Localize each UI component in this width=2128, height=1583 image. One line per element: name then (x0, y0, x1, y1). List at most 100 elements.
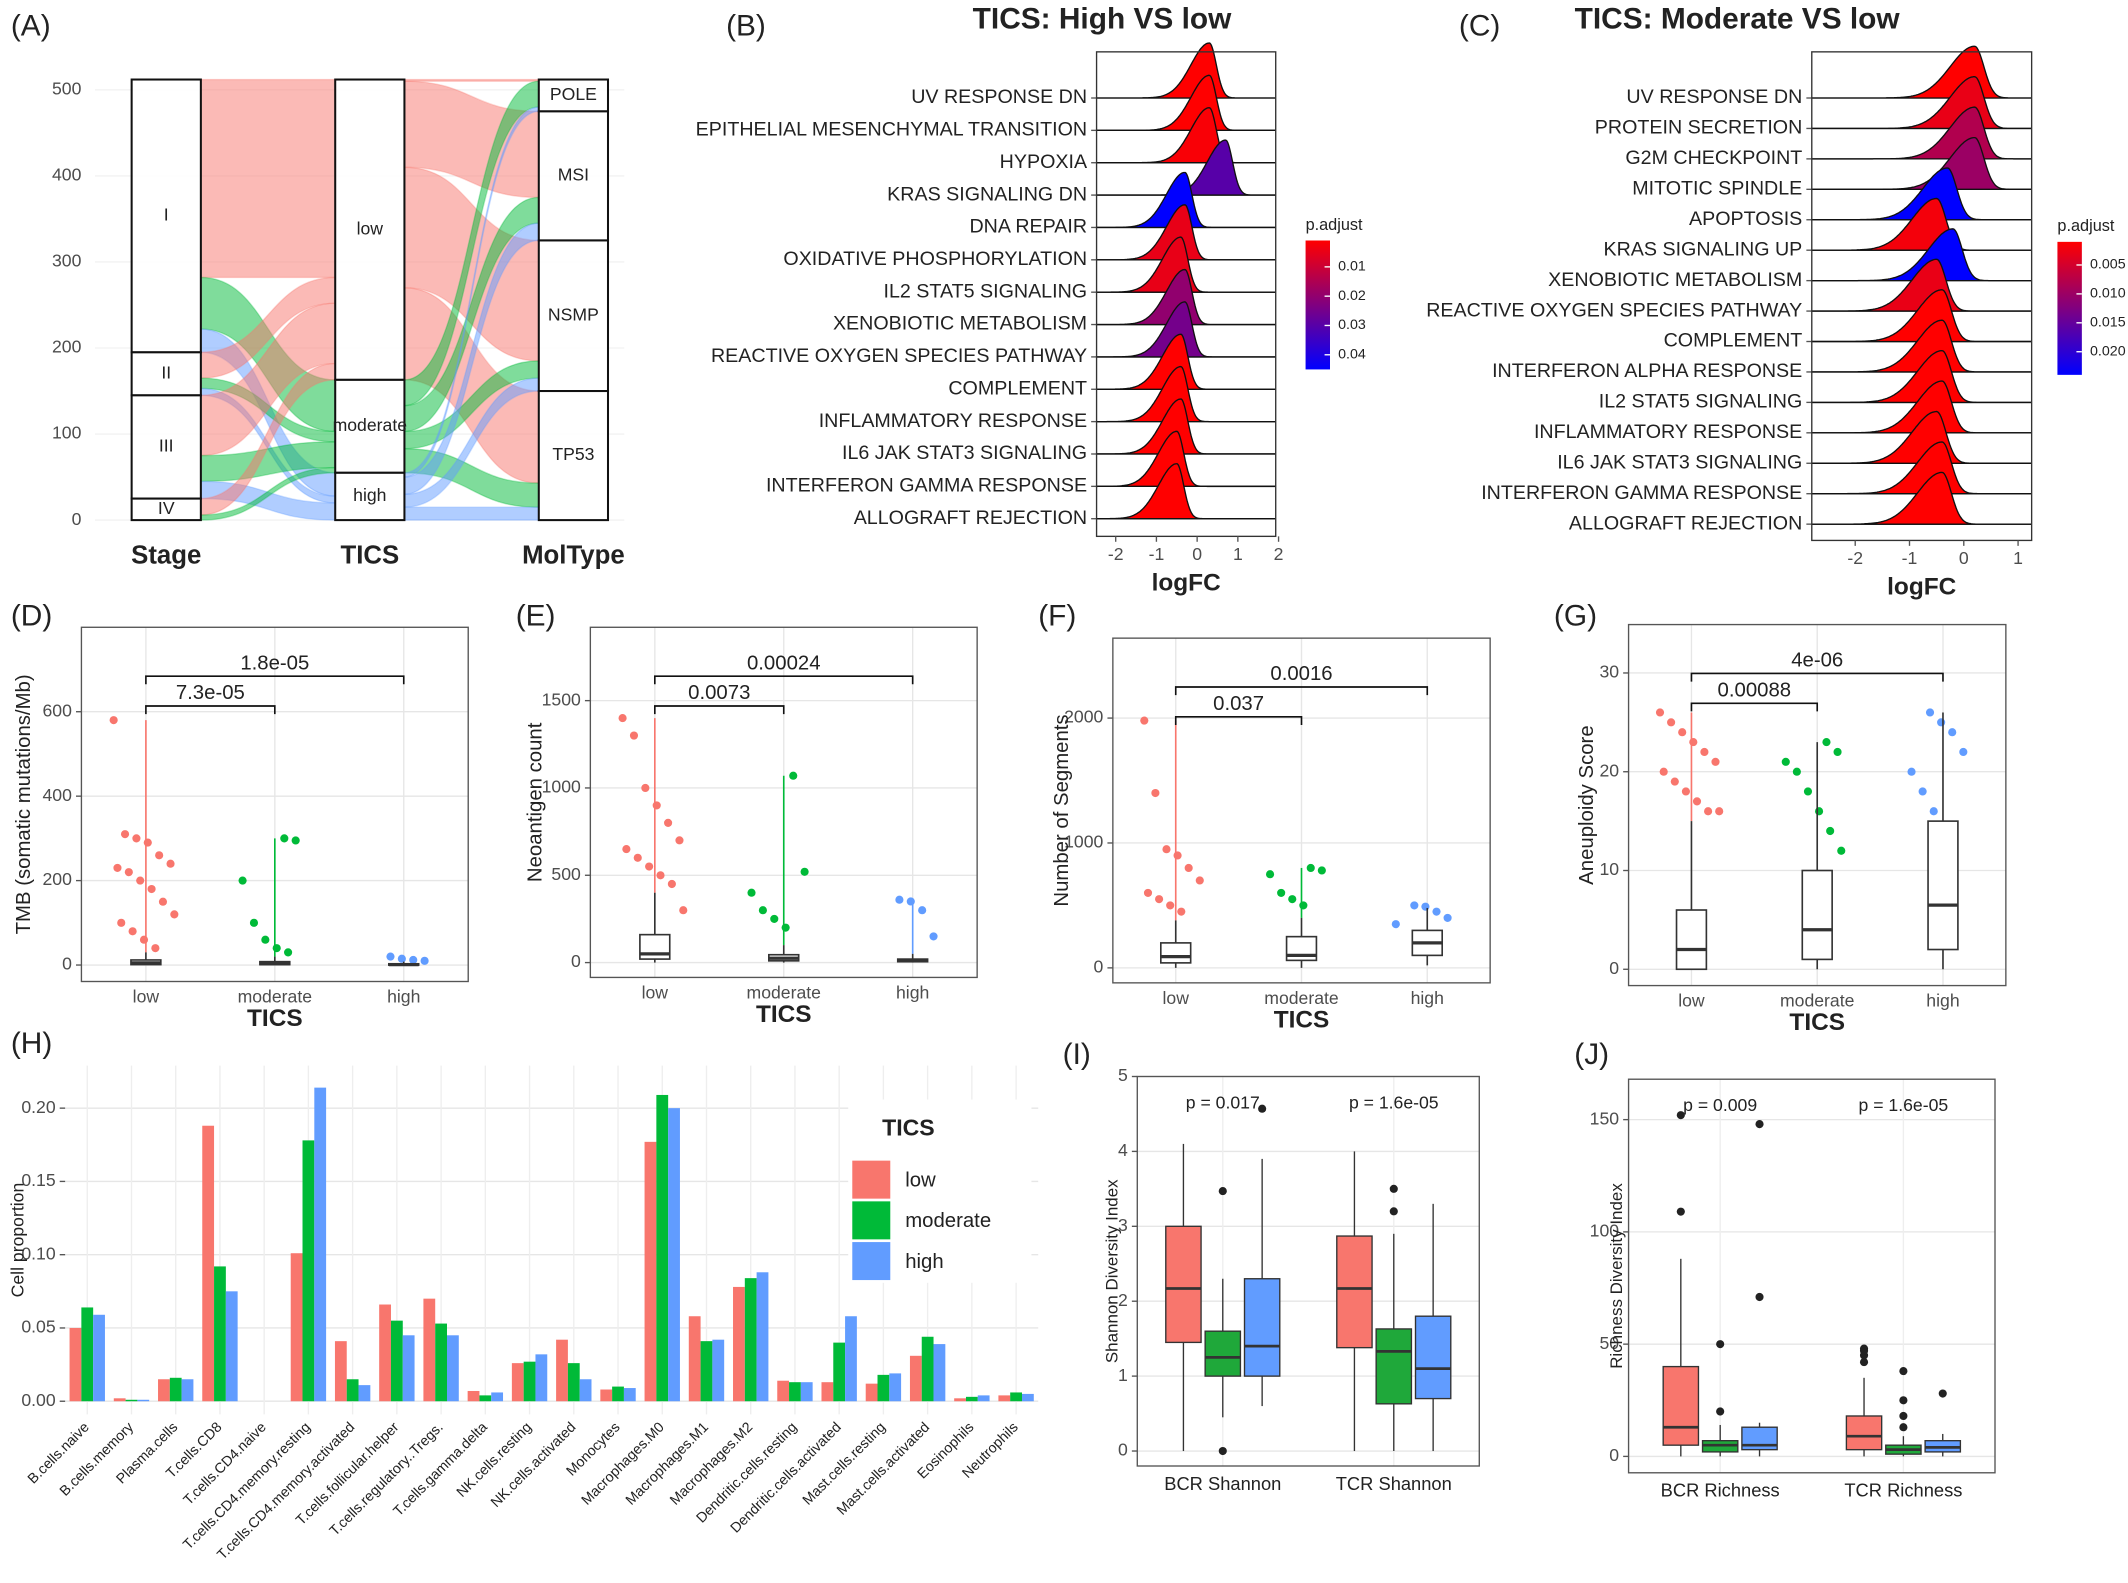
y-tick-label: 100 (1590, 1221, 1620, 1241)
bar (656, 1094, 669, 1402)
bar (290, 1253, 303, 1402)
point (151, 944, 160, 953)
box (1204, 1330, 1242, 1377)
point (758, 906, 767, 915)
ridge (1095, 236, 1276, 293)
bracket (654, 675, 914, 685)
category-label: INFLAMMATORY RESPONSE (1534, 421, 1802, 443)
y-tick-label: 2 (1118, 1290, 1128, 1310)
ridge (1095, 268, 1276, 326)
point (679, 906, 688, 915)
panel-label: (F) (1038, 600, 1076, 633)
point (1667, 718, 1676, 727)
bar (1021, 1393, 1034, 1402)
bracket (1690, 672, 1944, 682)
category-label: ALLOGRAFT REJECTION (1569, 512, 1802, 534)
comparison-label: 0.0073 (688, 682, 750, 704)
ridge (1811, 319, 2032, 373)
point (249, 918, 259, 927)
colorbar-label: 0.02 (1338, 288, 1366, 304)
point (1670, 777, 1679, 786)
bar (379, 1304, 391, 1402)
bar (302, 1140, 315, 1402)
box (1801, 869, 1833, 961)
bar (789, 1382, 801, 1402)
point (629, 731, 639, 740)
ridge (1095, 365, 1276, 423)
point (1681, 787, 1690, 796)
point (1306, 863, 1315, 873)
point (272, 944, 281, 953)
point (1711, 757, 1720, 766)
category-label: OXIDATIVE PHOSPHORYLATION (783, 248, 1087, 270)
category-label: IL6 JAK STAT3 SIGNALING (842, 442, 1087, 464)
point (1288, 895, 1297, 904)
colorbar-label: 0.020 (2090, 343, 2126, 359)
panel-label: (C) (1459, 9, 1500, 42)
ridge (1811, 441, 2032, 495)
panel-label: (B) (726, 9, 766, 42)
bar (69, 1327, 82, 1402)
point (1277, 888, 1286, 898)
outlier (1899, 1396, 1908, 1405)
y-tick-label: 3 (1118, 1215, 1128, 1235)
y-tick-label: 5 (1118, 1065, 1128, 1085)
bar (933, 1344, 946, 1402)
x-tick-label: moderate (238, 986, 313, 1006)
category-label: INTERFERON GAMMA RESPONSE (766, 475, 1087, 497)
y-tick-label: 0 (571, 951, 581, 971)
y-tick-label: 0 (1609, 958, 1619, 978)
y-tick-label: 0 (62, 954, 72, 974)
legend-title: TICS (882, 1115, 935, 1141)
y-axis-label: Cell proportion (8, 1183, 28, 1298)
point (1317, 866, 1326, 875)
y-tick-label: 0.15 (21, 1170, 56, 1190)
plot-border (1627, 1078, 1996, 1474)
x-tick-label: -1 (1149, 544, 1165, 564)
box (1927, 820, 1959, 951)
ridge (1095, 74, 1276, 132)
y-axis-label: Shannon Diversity Index (1102, 1179, 1121, 1363)
y-tick-label: 1000 (542, 777, 581, 797)
bar (623, 1388, 636, 1402)
point (1265, 870, 1275, 879)
bracket (145, 675, 405, 685)
y-tick-label: 1500 (542, 689, 581, 709)
panel-label: (A) (11, 9, 51, 42)
node-label: I (164, 205, 169, 225)
category-label: REACTIVE OXYGEN SPECIES PATHWAY (1426, 299, 1802, 321)
point (645, 862, 654, 871)
point (622, 845, 631, 854)
point (1659, 767, 1668, 776)
bar (845, 1316, 857, 1402)
bar (81, 1307, 94, 1402)
point (386, 952, 395, 961)
point (664, 818, 673, 827)
legend-swatch (852, 1201, 891, 1240)
node (537, 110, 610, 242)
y-axis-label: Neoantigen count (524, 722, 546, 882)
y-tick-label: 0.05 (21, 1317, 56, 1337)
bar (865, 1383, 878, 1402)
x-tick-label: high (387, 986, 420, 1006)
node-label: TP53 (552, 444, 594, 464)
x-tick-label: BCR Shannon (1164, 1473, 1281, 1494)
flow (403, 78, 540, 82)
x-tick-label: moderate (1264, 988, 1339, 1008)
point (1151, 788, 1160, 798)
point (280, 834, 289, 843)
panel-label: (D) (11, 600, 52, 633)
x-tick-label: 0 (1959, 548, 1969, 568)
colorbar-label: 0.015 (2090, 315, 2126, 331)
panel-label: (I) (1063, 1038, 1091, 1071)
flow (403, 506, 540, 521)
bar (214, 1266, 226, 1402)
point (1410, 901, 1419, 910)
point (1833, 747, 1842, 757)
point (1195, 876, 1204, 885)
outlier (1938, 1389, 1947, 1398)
point (1792, 767, 1801, 776)
x-tick-label: -2 (1108, 544, 1124, 564)
point (120, 830, 130, 839)
bar (756, 1272, 769, 1402)
